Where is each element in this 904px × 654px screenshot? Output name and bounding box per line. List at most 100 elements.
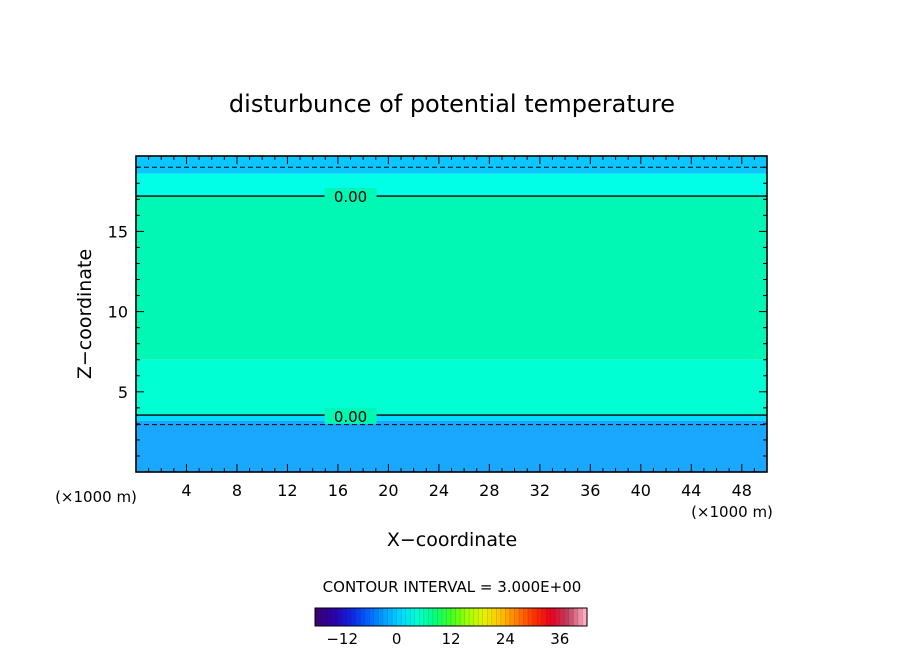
colorbar-cell-22 [414, 608, 420, 626]
colorbar-cell-24 [423, 608, 429, 626]
x-tick-label-20: 20 [378, 481, 398, 500]
colorbar-cell-25 [428, 608, 434, 626]
colorbar-cell-9 [355, 608, 361, 626]
colorbar-cell-30 [451, 608, 457, 626]
x-tick-label-44: 44 [681, 481, 701, 500]
x-tick-label-48: 48 [732, 481, 752, 500]
colorbar-cell-44 [514, 608, 520, 626]
colorbar-cell-38 [487, 608, 493, 626]
contour-label-bg-0 [324, 188, 377, 205]
z-tick-label-15: 15 [108, 222, 128, 241]
z-tick-label-5: 5 [118, 383, 128, 402]
y-unit-label: (×1000 m) [55, 488, 137, 506]
colorbar-cell-35 [473, 608, 479, 626]
colorbar-cell-31 [455, 608, 461, 626]
colorbar-cell-55 [564, 608, 570, 626]
colorbar-cell-41 [500, 608, 506, 626]
x-tick-label-40: 40 [631, 481, 651, 500]
colorbar-cell-48 [532, 608, 538, 626]
colorbar-cell-34 [469, 608, 475, 626]
colorbar-cell-12 [369, 608, 375, 626]
colorbar-cell-11 [364, 608, 370, 626]
colorbar-cell-57 [573, 608, 579, 626]
field-band-0 [136, 420, 767, 472]
x-tick-label-24: 24 [429, 481, 449, 500]
colorbar-cell-15 [383, 608, 389, 626]
colorbar-frame [314, 607, 588, 627]
colorbar-cell-43 [509, 608, 516, 626]
field-band-2 [136, 359, 767, 415]
contour-lines [136, 166, 767, 426]
colorbar-cell-7 [346, 608, 352, 626]
colorbar-cell-54 [559, 608, 565, 626]
colorbar-cell-50 [541, 608, 547, 626]
x-tick-label-28: 28 [479, 481, 499, 500]
colorbar-cell-37 [482, 608, 488, 626]
colorbar-cell-19 [401, 608, 407, 626]
colorbar-cell-46 [523, 608, 529, 626]
color-field [136, 156, 767, 472]
z-tick-label-10: 10 [108, 303, 128, 322]
colorbar-tick-label-2: 12 [441, 630, 460, 648]
x-axis-title: X−coordinate [387, 529, 517, 551]
colorbar-cell-8 [351, 608, 357, 626]
field-band-1 [136, 414, 767, 421]
chart-title: disturbunce of potential temperature [229, 90, 675, 118]
colorbar-cell-53 [555, 608, 561, 626]
colorbar-cell-17 [392, 608, 398, 626]
field-band-3 [136, 196, 767, 360]
colorbar-cell-59 [582, 608, 588, 626]
x-tick-label-8: 8 [232, 481, 242, 500]
colorbar-cell-26 [432, 608, 438, 626]
colorbar-tick-label-0: −12 [326, 630, 358, 648]
colorbar-cell-42 [505, 608, 511, 626]
colorbar-cell-40 [496, 608, 502, 626]
colorbar-cell-39 [491, 608, 497, 626]
contour-label-bg-1 [324, 407, 377, 424]
colorbar-cell-18 [396, 608, 402, 626]
contour-interval-text: CONTOUR INTERVAL = 3.000E+00 [323, 578, 582, 596]
colorbar-cell-29 [446, 608, 452, 626]
y-axis-title: Z−coordinate [74, 249, 96, 379]
colorbar-tick-label-1: 0 [392, 630, 402, 648]
colorbar-cell-6 [342, 608, 348, 626]
colorbar-cell-16 [387, 608, 393, 626]
colorbar-cell-21 [410, 608, 416, 626]
colorbar-cell-20 [405, 608, 411, 626]
colorbar-cell-1 [319, 608, 325, 626]
colorbar-cell-45 [519, 608, 525, 626]
colorbar-cell-56 [568, 608, 574, 626]
colorbar-cell-13 [373, 608, 380, 626]
colorbar-tick-label-3: 24 [496, 630, 515, 648]
colorbar-cell-47 [528, 608, 534, 626]
colorbar-cell-14 [378, 608, 384, 626]
colorbar-cell-51 [546, 608, 552, 626]
x-tick-label-36: 36 [580, 481, 600, 500]
colorbar-cell-5 [337, 608, 343, 626]
colorbar-cell-0 [315, 608, 321, 626]
x-tick-label-32: 32 [530, 481, 550, 500]
field-band-5 [136, 156, 767, 174]
colorbar-cell-52 [550, 608, 556, 626]
colorbar-cell-36 [478, 608, 484, 626]
colorbar-cell-23 [419, 608, 425, 626]
colorbar-cell-33 [464, 608, 470, 626]
colorbar-cell-10 [360, 608, 366, 626]
contour-labels: 0.00 0.00 [324, 188, 377, 426]
x-tick-label-16: 16 [328, 481, 348, 500]
contour-label-1: 0.00 [334, 408, 367, 426]
contour-label-0: 0.00 [334, 188, 367, 206]
x-tick-label-12: 12 [277, 481, 297, 500]
colorbar-cell-58 [577, 608, 584, 626]
colorbar-cell-49 [537, 608, 543, 626]
x-tick-label-4: 4 [181, 481, 191, 500]
colorbar: −12 0 12 24 36 [314, 607, 588, 648]
x-unit-label: (×1000 m) [691, 503, 773, 521]
colorbar-cell-32 [460, 608, 466, 626]
colorbar-cell-4 [333, 608, 339, 626]
colorbar-tick-label-4: 36 [550, 630, 569, 648]
colorbar-cell-28 [441, 608, 448, 626]
colorbar-cell-3 [328, 608, 334, 626]
